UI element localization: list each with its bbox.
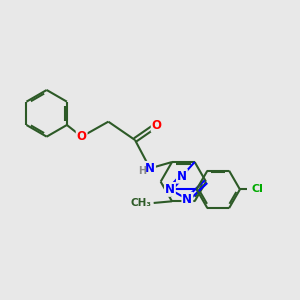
Text: N: N (165, 183, 175, 196)
Text: H: H (139, 166, 147, 176)
Text: CH₃: CH₃ (131, 198, 152, 208)
Text: O: O (77, 130, 87, 143)
Text: N: N (182, 193, 192, 206)
Text: N: N (177, 170, 187, 183)
Text: O: O (152, 118, 162, 131)
Text: N: N (145, 162, 155, 175)
Text: Cl: Cl (252, 184, 263, 194)
